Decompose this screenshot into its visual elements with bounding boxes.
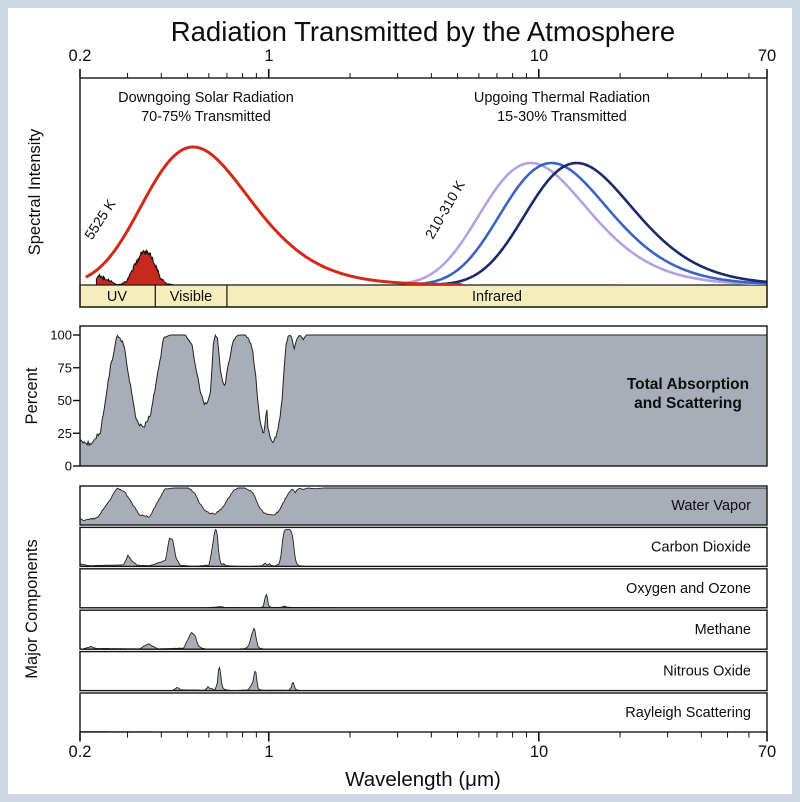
band-label-visible: Visible <box>170 289 212 305</box>
strip-label-carbon-dioxide: Carbon Dioxide <box>651 539 751 555</box>
component-strip-box <box>79 609 768 650</box>
top-tick-label: 0.2 <box>69 47 92 65</box>
strip-label-rayleigh: Rayleigh Scattering <box>625 705 751 721</box>
percent-tick-label: 75 <box>58 360 72 375</box>
component-strip-box <box>79 568 768 609</box>
major-components-axis-label: Major Components <box>23 539 41 678</box>
top-tick-label: 1 <box>264 47 273 65</box>
strip-label-methane: Methane <box>695 622 751 638</box>
thermal-blackbody-curve <box>404 161 767 285</box>
upgoing-thermal-label-line2: 15-30% Transmitted <box>497 109 627 125</box>
percent-tick-label: 25 <box>58 426 72 441</box>
thermal-blackbody-curve <box>405 161 767 285</box>
bottom-tick-label: 0.2 <box>69 743 92 761</box>
top-axis-tick-labels: 0.2 1 10 70 <box>69 47 777 65</box>
percent-tick-labels: 100 75 50 25 0 <box>50 328 72 474</box>
top-tick-label: 10 <box>530 47 548 65</box>
band-label-uv: UV <box>107 289 127 305</box>
downgoing-solar-label-line1: Downgoing Solar Radiation <box>118 90 294 106</box>
solar-blackbody-curve <box>85 145 463 285</box>
percent-axis-label: Percent <box>23 367 41 424</box>
band-label-infrared: Infrared <box>472 289 522 305</box>
solar-transmitted-fill <box>95 248 398 285</box>
total-absorption-fill <box>80 334 767 466</box>
bottom-tick-label: 10 <box>530 743 548 761</box>
total-absorption-label-line2: and Scattering <box>634 395 742 412</box>
spectral-intensity-axis-label: Spectral Intensity <box>26 128 44 255</box>
chart-labels: Radiation Transmitted by the Atmosphere … <box>23 16 776 791</box>
top-panel-box <box>79 77 768 308</box>
chart-title: Radiation Transmitted by the Atmosphere <box>171 16 675 47</box>
strip-label-nitrous-oxide: Nitrous Oxide <box>663 664 751 680</box>
thermal-blackbody-curve <box>405 161 767 285</box>
component-strip-box <box>79 650 768 692</box>
component-strip-box <box>79 692 768 733</box>
strip-label-oxygen-ozone: Oxygen and Ozone <box>626 581 751 597</box>
bottom-tick-label: 70 <box>758 743 776 761</box>
upgoing-thermal-label-line1: Upgoing Thermal Radiation <box>474 90 650 106</box>
percent-tick-label: 0 <box>65 459 72 474</box>
spectrum-band-labels: UV Visible Infrared <box>107 289 522 305</box>
total-absorption-label-line1: Total Absorption <box>627 376 749 393</box>
component-absorption-fill <box>80 487 767 525</box>
component-strip-labels: Water Vapor Carbon Dioxide Oxygen and Oz… <box>625 498 751 721</box>
component-strip-box <box>79 526 768 568</box>
downgoing-solar-label-line2: 70-75% Transmitted <box>141 109 271 125</box>
percent-tick-label: 100 <box>50 328 72 343</box>
bottom-tick-label: 1 <box>264 743 273 761</box>
percent-tick-label: 50 <box>58 393 72 408</box>
x-axis-title: Wavelength (μm) <box>345 768 501 791</box>
strip-label-water-vapor: Water Vapor <box>671 498 751 514</box>
bottom-axis-tick-labels: 0.2 1 10 70 <box>69 743 777 761</box>
component-strip-box <box>79 485 768 526</box>
top-tick-label: 70 <box>758 47 776 65</box>
middle-panel-box <box>79 325 768 467</box>
